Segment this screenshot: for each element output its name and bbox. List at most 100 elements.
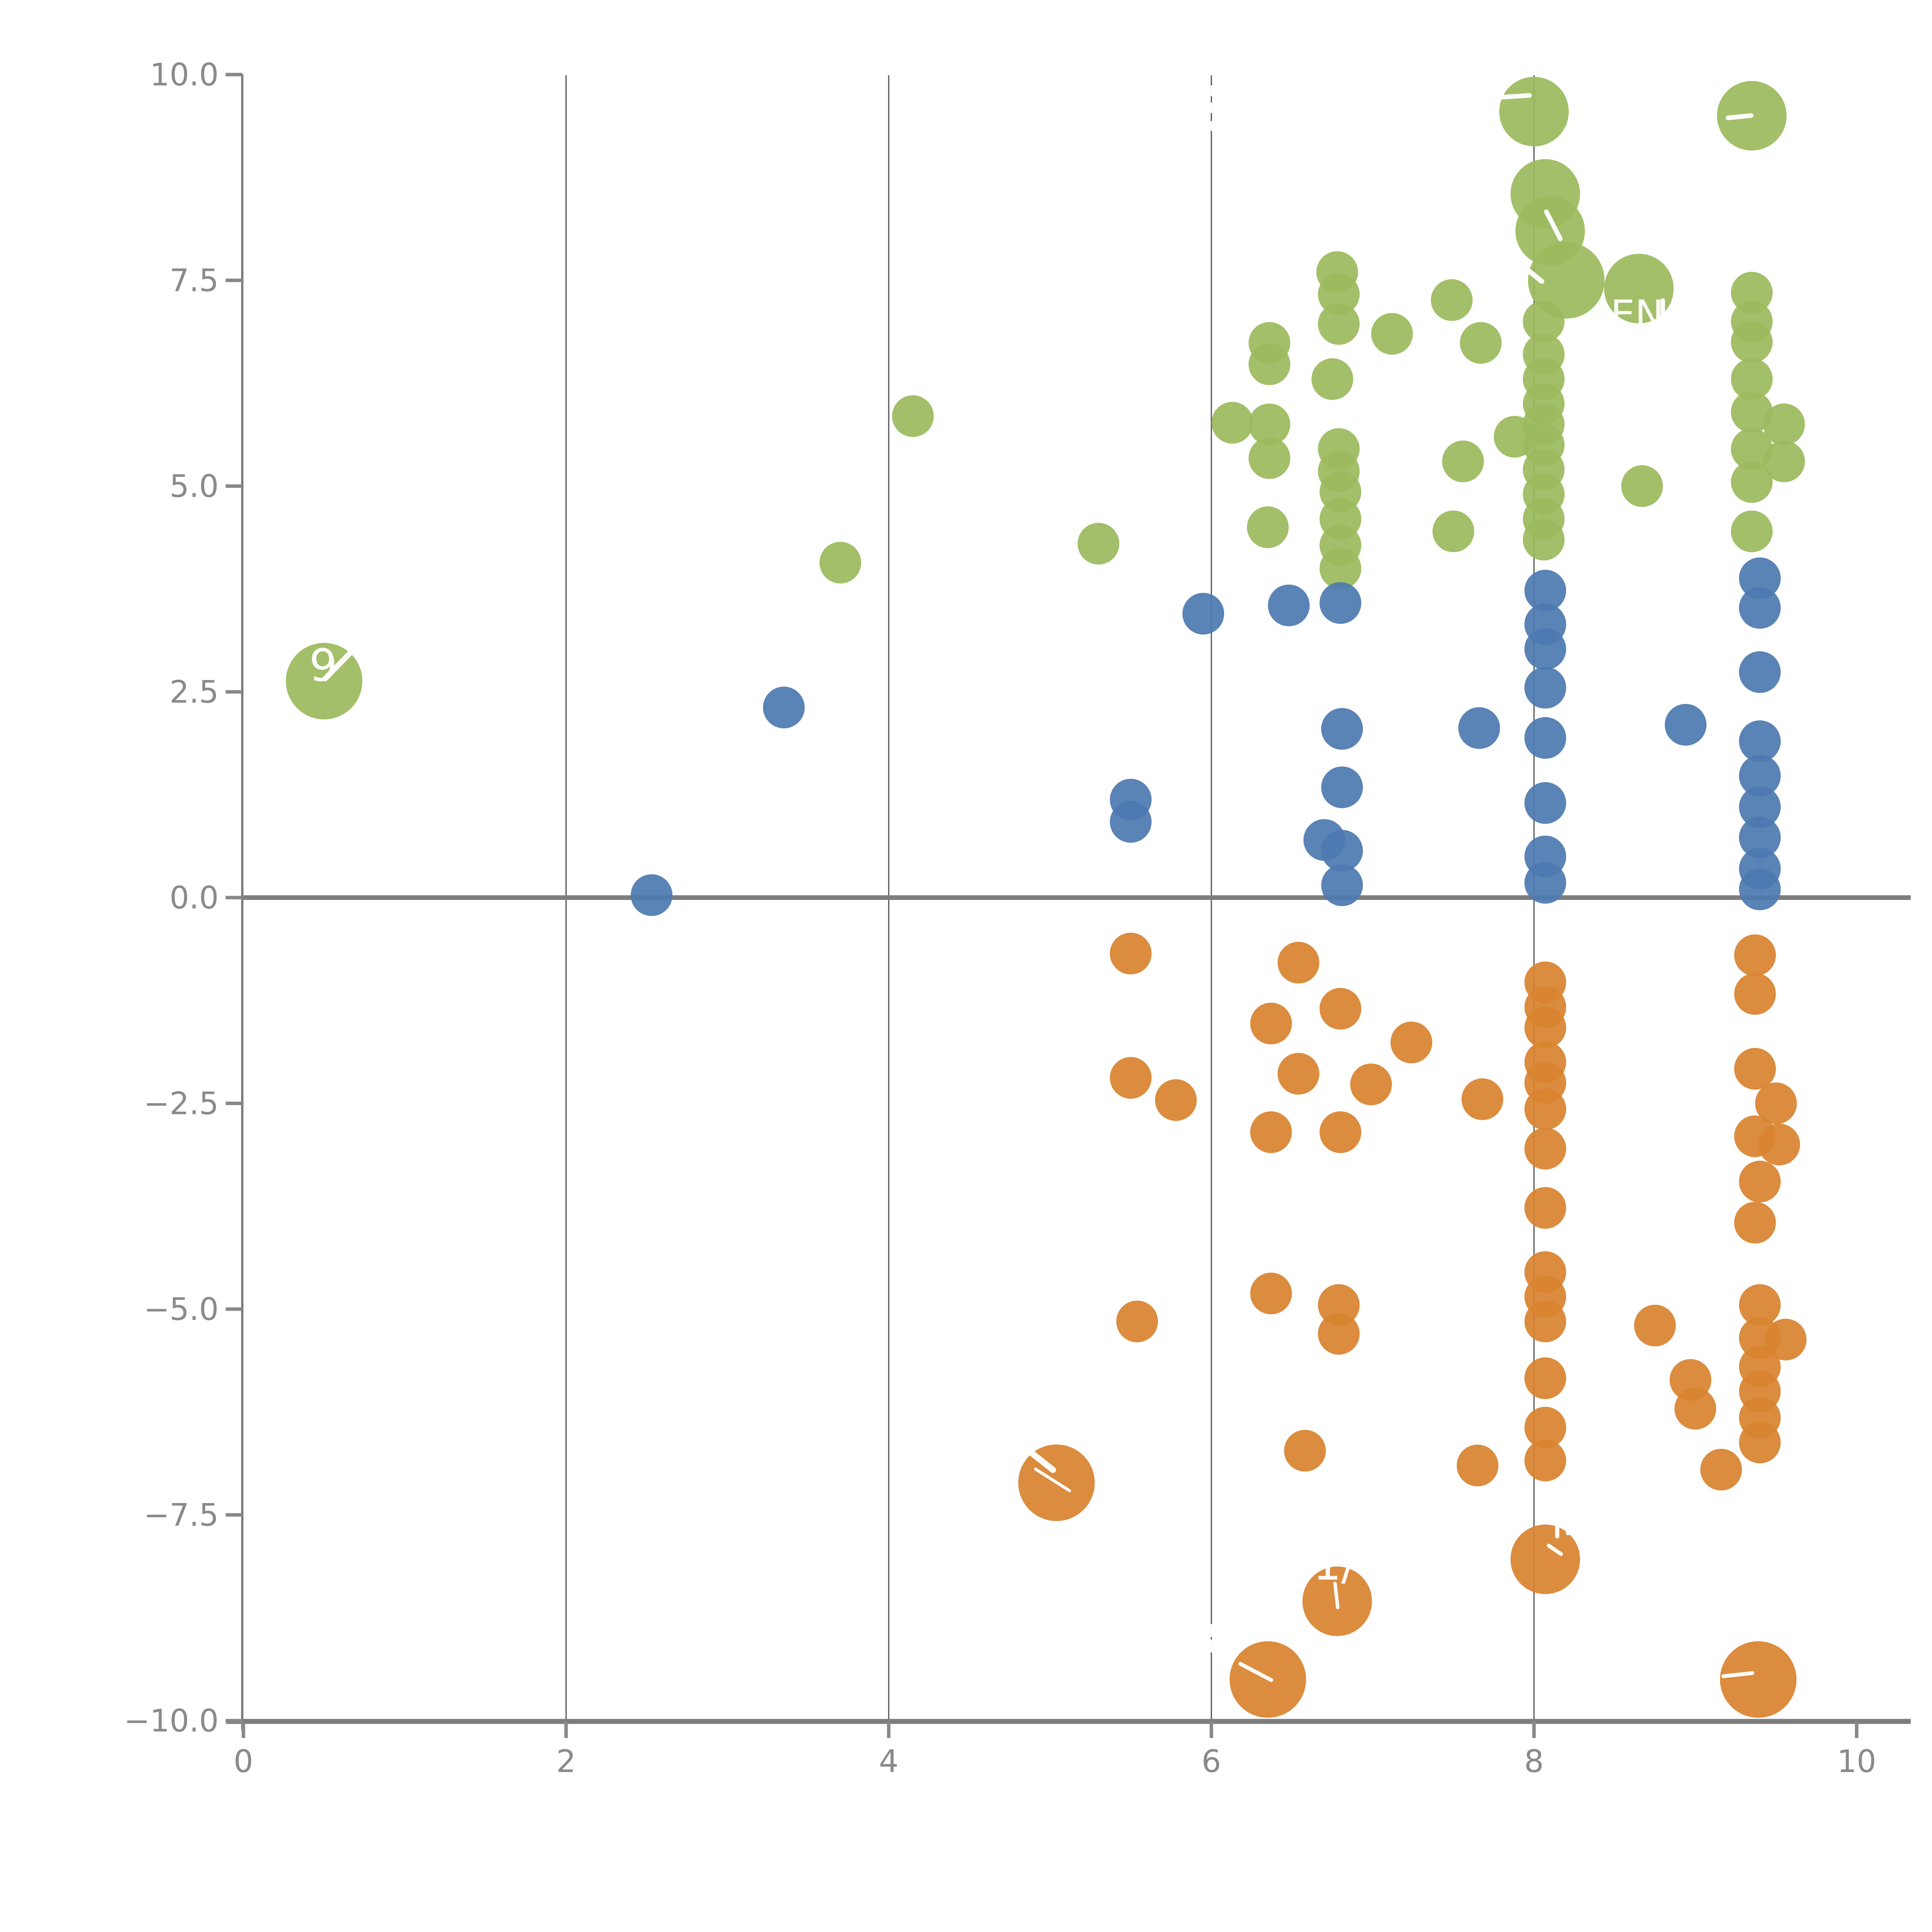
data-point-green [1432,510,1475,553]
data-point-blue [631,874,673,916]
data-point-blue [1110,801,1152,843]
x-tick-label: 10 [1837,1743,1876,1779]
data-point-green [1499,77,1569,146]
data-point-orange [1524,1357,1566,1399]
data-point-green [1248,343,1291,385]
series-green [286,77,1805,719]
data-point-orange [1320,988,1361,1030]
series-blue [631,557,1781,916]
data-point-blue [1739,816,1781,859]
white-annotation-text-2: 1/0 [1313,1539,1384,1590]
data-point-orange [1277,1053,1320,1095]
data-point-orange [1155,1079,1197,1121]
white-annotation-text-1: EN [1611,292,1664,337]
data-point-green [1731,272,1773,314]
data-point-orange [1734,1048,1776,1090]
white-annotation-line-4 [1506,252,1544,284]
data-point-blue [1524,628,1566,670]
data-point-green [1371,313,1413,355]
data-point-blue [1524,570,1566,612]
white-annotation-line-12 [1721,1671,1754,1678]
white-annotation-line-2 [1726,113,1753,120]
data-point-orange [1277,942,1320,984]
white-annotation-text-0: 9 [309,640,337,692]
data-point-orange [1524,1187,1566,1229]
data-point-orange [1318,1284,1360,1326]
data-point-orange [1524,1406,1566,1449]
data-point-blue [1268,584,1310,626]
data-point-green [819,542,861,584]
data-point-blue [1320,582,1361,624]
data-point-green [1431,279,1473,321]
white-annotation-line-10 [1034,1468,1071,1492]
data-point-blue [1321,830,1363,872]
data-point-orange [1250,1272,1292,1315]
data-point-green [1523,301,1565,342]
data-point-green [1311,358,1354,400]
data-point-blue [1458,707,1500,749]
data-point-green [1528,242,1605,319]
data-point-blue [1739,868,1781,910]
y-tick-label: −2.5 [144,1086,219,1122]
data-point-blue [1739,557,1781,599]
data-point-orange [1739,1160,1781,1202]
white-annotation-line-9 [1029,1451,1056,1473]
data-point-orange [1284,1430,1326,1472]
data-point-orange [1116,1300,1158,1342]
white-annotation-line-11 [1238,1662,1273,1682]
data-point-blue [1182,593,1225,635]
white-annotation-line-0 [323,650,354,681]
white-annotations: 9 EN 1/0 [309,85,1754,1682]
y-tick-label: 10.0 [150,57,219,93]
data-point-green [1731,428,1773,470]
data-point-blue [1739,755,1781,797]
data-point-green [1248,403,1291,446]
data-point-orange [1110,932,1152,975]
data-point-orange [1524,1088,1566,1130]
y-tick-label: 2.5 [170,674,219,710]
data-point-green [1604,253,1674,323]
data-point-green [1763,403,1805,446]
data-point-orange [1318,1313,1360,1355]
y-tick-label: 0.0 [170,880,219,916]
x-tick-label: 6 [1202,1743,1221,1779]
white-annotation-line-13 [1333,1582,1340,1609]
data-point-green [1077,523,1119,565]
data-point-orange [1350,1063,1392,1105]
data-point-green [1621,465,1663,507]
series-orange [1018,932,1807,1718]
data-point-green [1320,548,1361,589]
data-point-green [1442,440,1484,483]
data-point-green [1763,440,1805,483]
data-point-blue [763,687,805,728]
data-point-orange [1734,934,1776,976]
x-tick-label: 4 [879,1743,899,1779]
data-point-blue [1739,720,1781,762]
data-point-green [1211,402,1253,444]
data-point-orange [1456,1444,1498,1486]
data-point-orange [1250,1002,1292,1044]
axis-tick-labels: 0 2 4 6 8 10 10.0 7.5 5.0 2.5 0.0 −2.5 −5.0 −7.5 −10.0 [124,57,1876,1779]
x-tick-label: 2 [556,1743,576,1779]
axes [226,74,1911,1730]
y-tick-label: 7.5 [170,263,219,299]
data-point-orange [1700,1449,1742,1491]
x-tick-label: 0 [234,1743,253,1779]
data-point-orange [1510,1524,1580,1594]
data-point-blue [1321,708,1363,750]
y-tick-label: 5.0 [170,468,219,504]
data-point-orange [1634,1304,1676,1347]
data-point-green [1731,391,1773,433]
data-point-orange [1720,1641,1797,1718]
data-point-green [1247,506,1289,548]
axis-ticks [226,73,1859,1738]
data-point-orange [1320,1111,1361,1153]
white-annotation-line-3 [1544,209,1563,241]
x-tick-label: 8 [1524,1743,1544,1779]
data-point-blue [1524,862,1566,904]
data-point-orange [1739,1284,1781,1326]
data-point-blue [1665,704,1707,746]
data-point-blue [1524,782,1566,824]
data-point-green [892,395,934,437]
